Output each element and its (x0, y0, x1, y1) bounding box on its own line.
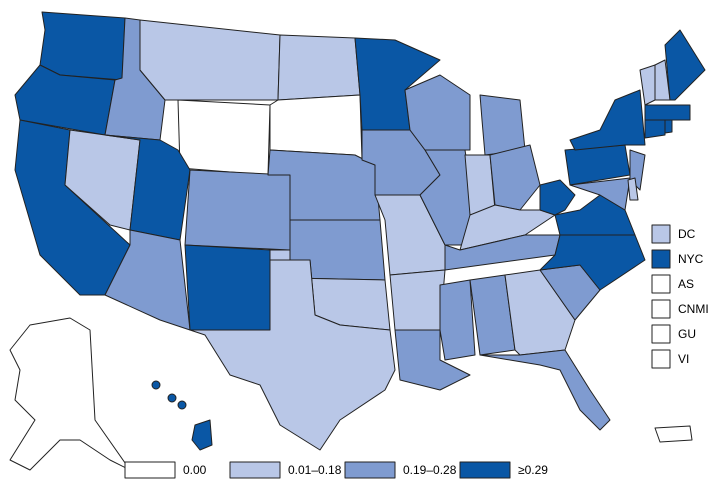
territory-swatch (651, 324, 671, 344)
territory-swatch (651, 349, 671, 369)
region (569, 89, 646, 151)
region (269, 94, 363, 161)
region (644, 104, 691, 121)
region (539, 179, 576, 216)
region (191, 419, 213, 451)
legend-label: 0.19–0.28 (403, 463, 457, 477)
territory-label: NYC (678, 252, 704, 266)
territory-swatch (651, 249, 671, 269)
territory-swatch (651, 299, 671, 319)
region (479, 94, 526, 156)
legend-label: 0.01–0.18 (288, 463, 342, 477)
region (177, 99, 271, 176)
territory-label: VI (678, 352, 689, 366)
legend-swatch (229, 461, 281, 479)
island (151, 380, 161, 390)
territory-label: CNMI (678, 302, 709, 316)
territory-label: DC (678, 227, 696, 241)
region (664, 29, 706, 101)
region (654, 425, 693, 443)
region (39, 11, 126, 81)
legend-label: 0.00 (183, 463, 207, 477)
region (569, 177, 631, 211)
region (139, 19, 281, 101)
region (627, 177, 639, 201)
region (539, 234, 646, 291)
region (184, 244, 271, 331)
region (184, 169, 291, 251)
region (439, 279, 476, 361)
region (644, 119, 666, 139)
region (479, 349, 611, 431)
island (177, 400, 187, 410)
region (9, 317, 131, 471)
legend-label: ≥0.29 (518, 463, 548, 477)
island (167, 393, 177, 403)
legend-swatch (344, 461, 396, 479)
territory-label: GU (678, 327, 696, 341)
region (489, 144, 541, 211)
territory-label: AS (678, 277, 694, 291)
region (104, 229, 191, 331)
region (639, 64, 656, 106)
region (189, 259, 396, 451)
region (277, 34, 361, 101)
region (664, 119, 673, 134)
legend-swatch (459, 461, 511, 479)
region (104, 134, 191, 241)
region (404, 74, 471, 151)
territory-swatch (651, 274, 671, 294)
legend-swatch (124, 461, 176, 479)
territory-swatch (651, 224, 671, 244)
region (389, 269, 446, 331)
